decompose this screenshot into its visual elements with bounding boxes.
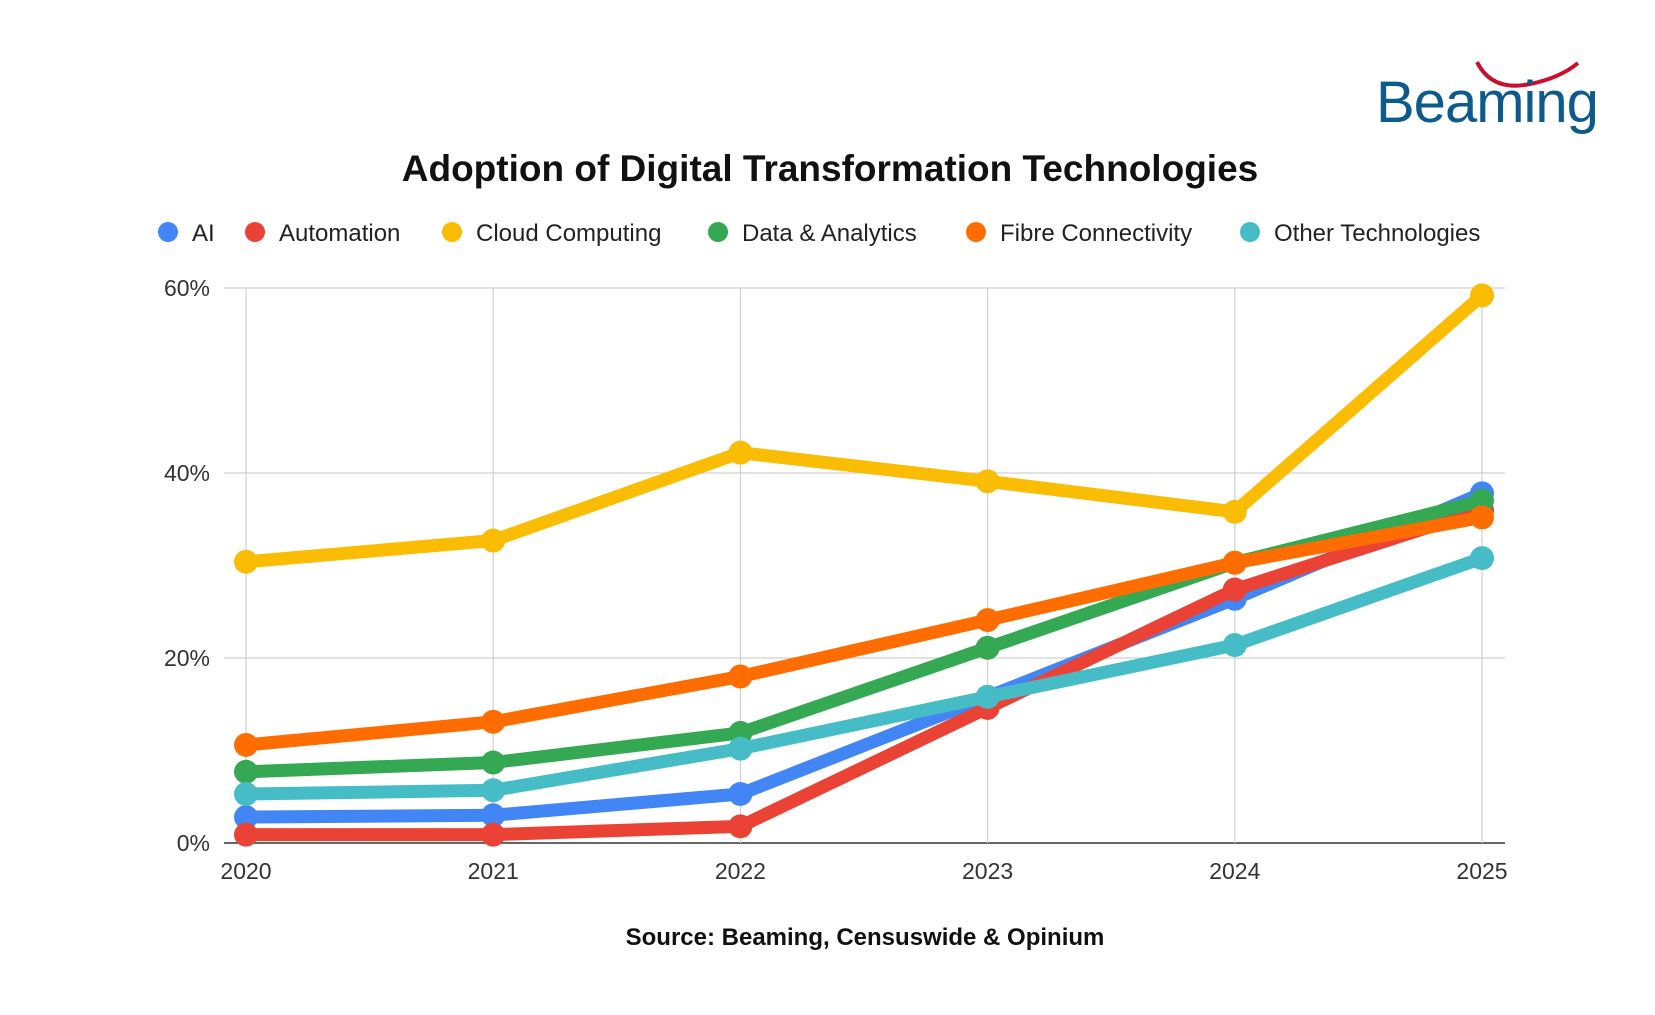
data-point[interactable] [1470, 505, 1494, 530]
y-tick-label: 20% [164, 645, 210, 671]
legend-marker-icon [442, 222, 462, 242]
y-tick-label: 60% [164, 275, 210, 301]
legend-label: AI [192, 220, 215, 247]
legend-label: Other Technologies [1274, 220, 1480, 247]
data-point[interactable] [481, 778, 506, 803]
series-ai [234, 481, 1494, 830]
legend-marker-icon [1240, 222, 1260, 242]
series-group [234, 283, 1494, 847]
data-point[interactable] [975, 608, 1000, 633]
data-point[interactable] [1222, 577, 1247, 602]
legend-label: Cloud Computing [476, 220, 661, 247]
logo-text: Beaming [1376, 70, 1598, 135]
data-point[interactable] [234, 549, 258, 574]
legend-item[interactable]: Other Technologies [1240, 220, 1480, 247]
data-point[interactable] [234, 781, 258, 806]
x-tick-label: 2025 [1456, 858, 1507, 884]
series-line [239, 510, 1489, 752]
legend-item[interactable]: Cloud Computing [442, 220, 661, 247]
legend-item[interactable]: Fibre Connectivity [966, 220, 1192, 247]
source-note: Source: Beaming, Censuswide & Opinium [626, 924, 1105, 951]
data-point[interactable] [1470, 546, 1494, 571]
data-point[interactable] [1470, 488, 1494, 513]
data-point[interactable] [1470, 283, 1494, 308]
data-point[interactable] [728, 781, 753, 806]
data-point[interactable] [234, 805, 258, 830]
data-point[interactable] [1222, 499, 1247, 524]
x-tick-label: 2020 [220, 858, 271, 884]
legend-item[interactable]: Data & Analytics [708, 220, 917, 247]
legend-item[interactable]: Automation [245, 220, 400, 247]
legend-label: Automation [279, 220, 400, 247]
legend-label: Fibre Connectivity [1000, 220, 1192, 247]
chart-title: Adoption of Digital Transformation Techn… [402, 148, 1258, 189]
x-tick-label: 2024 [1209, 858, 1260, 884]
series-cloud-computing [234, 283, 1494, 574]
x-tick-label: 2023 [962, 858, 1013, 884]
legend-marker-icon [708, 222, 728, 242]
data-point[interactable] [481, 822, 506, 847]
series-fibre-connectivity [234, 505, 1494, 757]
data-point[interactable] [728, 814, 753, 839]
data-point[interactable] [975, 469, 1000, 494]
data-point[interactable] [234, 732, 258, 757]
series-line [239, 288, 1489, 569]
series-line [239, 551, 1489, 801]
data-point[interactable] [481, 528, 506, 553]
data-point[interactable] [234, 822, 258, 847]
x-tick-label: 2022 [715, 858, 766, 884]
logo: Beaming [1376, 61, 1599, 135]
data-point[interactable] [1222, 633, 1247, 658]
data-point[interactable] [234, 759, 258, 784]
data-point[interactable] [728, 664, 753, 689]
data-point[interactable] [481, 803, 506, 828]
data-point[interactable] [728, 440, 753, 465]
legend-marker-icon [966, 222, 986, 242]
x-axis: 2020 2021 2022 2023 2024 2025 [220, 858, 1507, 884]
data-point[interactable] [975, 635, 1000, 660]
legend-label: Data & Analytics [742, 220, 917, 247]
data-point[interactable] [728, 736, 753, 761]
data-point[interactable] [481, 750, 506, 775]
logo-arc [1475, 61, 1580, 88]
legend: AI Automation Cloud Computing Data & Analyt… [158, 220, 1480, 247]
x-tick-label: 2021 [468, 858, 519, 884]
data-point[interactable] [481, 709, 506, 734]
legend-marker-icon [245, 222, 265, 242]
series-other-technologies [234, 546, 1494, 806]
series-line [239, 503, 1489, 842]
data-point[interactable] [1222, 550, 1247, 575]
y-tick-label: 0% [177, 830, 210, 856]
legend-marker-icon [158, 222, 178, 242]
y-axis: 0% 20% 40% 60% [164, 275, 210, 856]
legend-item[interactable]: AI [158, 220, 215, 247]
y-tick-label: 40% [164, 460, 210, 486]
data-point[interactable] [975, 684, 1000, 709]
